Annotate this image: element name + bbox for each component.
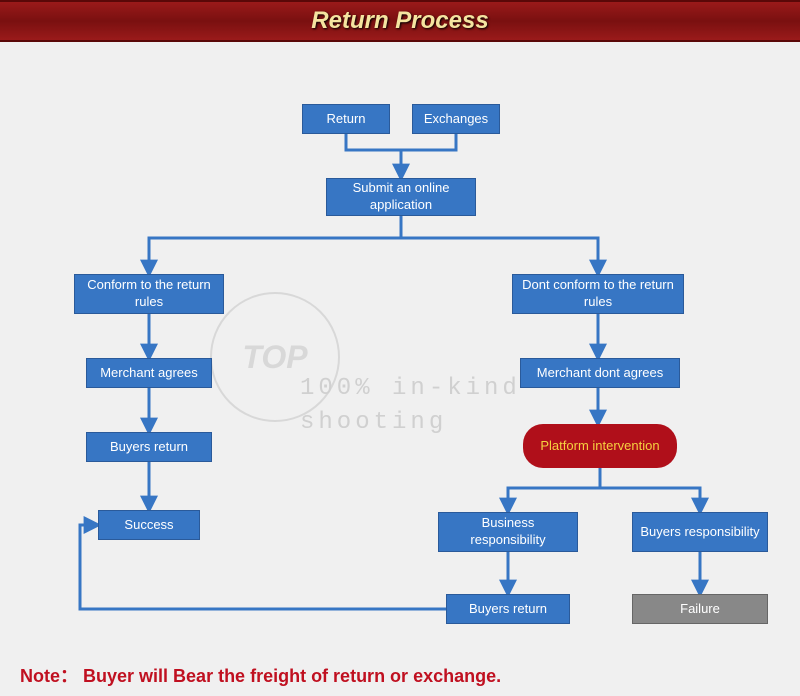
node-buyers-return-r: Buyers return xyxy=(446,594,570,624)
header-banner: Return Process xyxy=(0,0,800,42)
page-title: Return Process xyxy=(311,7,488,35)
edge-1 xyxy=(401,134,456,178)
edge-9 xyxy=(508,468,600,512)
node-biz-resp: Business responsibility xyxy=(438,512,578,552)
node-return: Return xyxy=(302,104,390,134)
footer-note: Note： Buyer will Bear the freight of ret… xyxy=(20,662,501,688)
node-success: Success xyxy=(98,510,200,540)
note-text: Buyer will Bear the freight of return or… xyxy=(83,666,501,686)
watermark-circle-text: TOP xyxy=(242,339,307,376)
connector-layer xyxy=(0,42,800,652)
node-exchanges: Exchanges xyxy=(412,104,500,134)
watermark-line2: shooting xyxy=(300,409,447,436)
flowchart-diagram: TOP 100% in-kind shooting Return Exchange… xyxy=(0,42,800,652)
node-merchant-agrees: Merchant agrees xyxy=(86,358,212,388)
edge-3 xyxy=(401,216,598,274)
node-conform: Conform to the return rules xyxy=(74,274,224,314)
node-dont-conform: Dont conform to the return rules xyxy=(512,274,684,314)
node-platform: Platform intervention xyxy=(523,424,677,468)
edge-2 xyxy=(149,216,401,274)
node-buyers-return-l: Buyers return xyxy=(86,432,212,462)
node-submit: Submit an online application xyxy=(326,178,476,216)
edge-10 xyxy=(600,468,700,512)
watermark-circle: TOP xyxy=(210,292,340,422)
node-failure: Failure xyxy=(632,594,768,624)
watermark-line1: 100% in-kind xyxy=(300,375,521,402)
edge-0 xyxy=(346,134,401,150)
node-buyers-resp: Buyers responsibility xyxy=(632,512,768,552)
note-label: Note： xyxy=(20,666,78,686)
node-merchant-dont: Merchant dont agrees xyxy=(520,358,680,388)
watermark-tagline: 100% in-kind shooting xyxy=(300,372,521,439)
